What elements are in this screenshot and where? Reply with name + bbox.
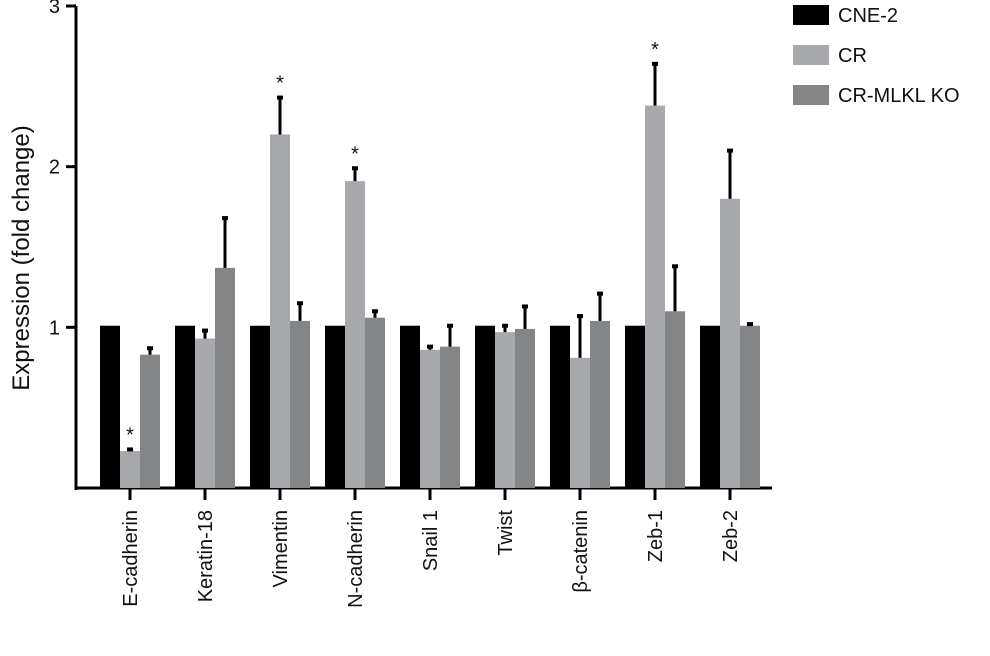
legend: CNE-2 CR CR-MLKL KO bbox=[793, 5, 960, 107]
bar bbox=[400, 325, 420, 488]
bar bbox=[590, 320, 610, 488]
significance-marker: * bbox=[651, 39, 659, 61]
legend-label: CR-MLKL KO bbox=[838, 85, 960, 107]
bar bbox=[270, 134, 290, 489]
bar bbox=[250, 325, 270, 488]
significance-marker: * bbox=[351, 143, 359, 165]
bar bbox=[475, 325, 495, 488]
bar bbox=[195, 338, 215, 488]
x-tick-label: E-cadherin bbox=[120, 510, 142, 607]
bar bbox=[645, 105, 665, 488]
plot-area: 1 2 3 E-cadherin Keratin-18 Vimentin N-cadheri… bbox=[49, 0, 772, 608]
significance-marker: * bbox=[126, 424, 134, 446]
bar bbox=[440, 346, 460, 488]
bar bbox=[120, 451, 140, 488]
y-tick-label: 3 bbox=[49, 0, 60, 18]
bar bbox=[550, 325, 570, 488]
x-tick-label: Zeb-1 bbox=[645, 510, 667, 562]
x-tick-label: Vimentin bbox=[270, 510, 292, 587]
legend-swatch bbox=[793, 5, 829, 25]
bar bbox=[665, 311, 685, 488]
bar bbox=[625, 325, 645, 488]
bar bbox=[325, 325, 345, 488]
bar bbox=[700, 325, 720, 488]
bar bbox=[740, 325, 760, 488]
bar bbox=[175, 325, 195, 488]
y-tick-label: 1 bbox=[49, 317, 60, 339]
legend-label: CNE-2 bbox=[838, 5, 898, 27]
significance-marker: * bbox=[276, 73, 284, 95]
x-tick-label: Twist bbox=[495, 510, 517, 556]
bar bbox=[720, 198, 740, 489]
bar bbox=[100, 325, 120, 488]
bar bbox=[420, 349, 440, 488]
bar bbox=[345, 181, 365, 489]
y-axis-title: Expression (fold change) bbox=[8, 125, 35, 390]
legend-label: CR bbox=[838, 45, 867, 67]
y-tick-label: 2 bbox=[49, 157, 60, 179]
x-tick-label: β-catenin bbox=[570, 510, 592, 593]
legend-swatch bbox=[793, 45, 829, 65]
bar bbox=[495, 332, 515, 488]
bar bbox=[215, 267, 235, 488]
bar bbox=[140, 354, 160, 488]
x-tick-label: Zeb-2 bbox=[720, 510, 742, 562]
bar bbox=[290, 320, 310, 488]
x-tick-label: Keratin-18 bbox=[195, 510, 217, 602]
bar bbox=[515, 328, 535, 488]
legend-swatch bbox=[793, 85, 829, 105]
x-tick-label: Snail 1 bbox=[420, 510, 442, 571]
x-tick-label: N-cadherin bbox=[345, 510, 367, 608]
bar bbox=[570, 357, 590, 488]
bar bbox=[365, 317, 385, 488]
